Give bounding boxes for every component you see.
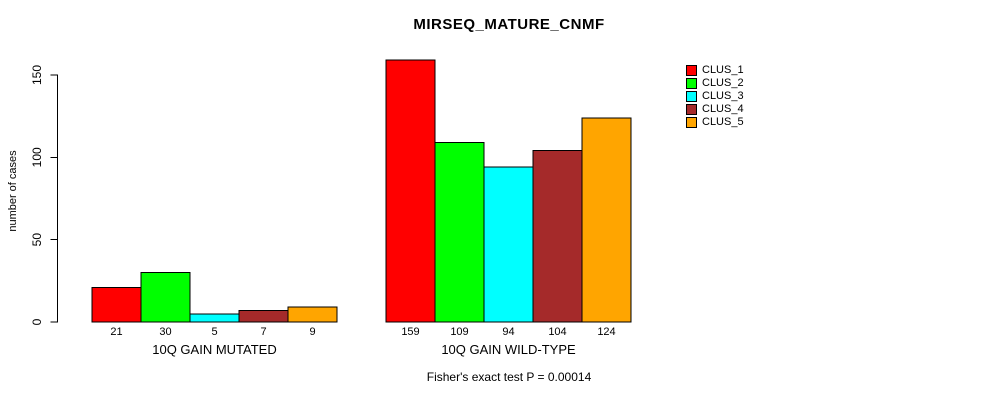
fishers-test-caption: Fisher's exact test P = 0.00014: [426, 370, 592, 384]
legend-item-clus_1: CLUS_1: [686, 65, 744, 76]
legend-item-clus_2: CLUS_2: [686, 78, 744, 89]
bar-value-label: 104: [548, 326, 566, 338]
legend-label: CLUS_1: [702, 64, 744, 76]
y-tick-label: 100: [30, 147, 44, 167]
legend-swatch-clus_3: [686, 91, 697, 102]
bar-clus_1-group0: [91, 286, 142, 323]
legend-label: CLUS_5: [702, 116, 744, 128]
bar-value-label: 109: [450, 326, 468, 338]
bar-clus_5-group0: [287, 306, 338, 323]
bar-value-label: 7: [260, 326, 266, 338]
legend-label: CLUS_4: [702, 103, 744, 115]
bar-value-label: 159: [401, 326, 419, 338]
bar-clus_2-group0: [140, 272, 191, 323]
x-group-label-mutated: 10Q GAIN MUTATED: [152, 342, 277, 357]
y-tick-label: 150: [30, 65, 44, 85]
bar-value-label: 94: [502, 326, 514, 338]
x-group-label-wildtype: 10Q GAIN WILD-TYPE: [441, 342, 576, 357]
legend-item-clus_5: CLUS_5: [686, 117, 744, 128]
chart-title: MIRSEQ_MATURE_CNMF: [413, 16, 605, 33]
y-tick-label: 50: [30, 233, 44, 247]
bar-value-label: 124: [597, 326, 615, 338]
y-tick-label: 0: [30, 318, 44, 325]
legend: CLUS_1 CLUS_2 CLUS_3 CLUS_4 CLUS_5: [686, 65, 744, 130]
bar-clus_5-group1: [581, 117, 632, 323]
legend-swatch-clus_4: [686, 104, 697, 115]
legend-swatch-clus_5: [686, 117, 697, 128]
bar-clus_1-group1: [385, 59, 436, 323]
bar-value-label: 30: [159, 326, 171, 338]
bar-value-label: 21: [110, 326, 122, 338]
legend-label: CLUS_3: [702, 90, 744, 102]
legend-item-clus_3: CLUS_3: [686, 91, 744, 102]
legend-item-clus_4: CLUS_4: [686, 104, 744, 115]
legend-swatch-clus_1: [686, 65, 697, 76]
bar-clus_4-group1: [532, 150, 583, 323]
bar-clus_4-group0: [238, 309, 289, 323]
legend-swatch-clus_2: [686, 78, 697, 89]
legend-label: CLUS_2: [702, 77, 744, 89]
bar-value-label: 9: [309, 326, 315, 338]
bar-value-label: 5: [211, 326, 217, 338]
bar-clus_2-group1: [434, 142, 485, 323]
bar-clus_3-group1: [483, 166, 534, 323]
bar-clus_3-group0: [189, 313, 240, 323]
